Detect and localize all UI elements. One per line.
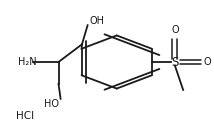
Text: HCl: HCl xyxy=(16,111,34,121)
Text: S: S xyxy=(171,55,178,69)
Text: O: O xyxy=(171,25,179,35)
Text: HO: HO xyxy=(43,99,58,109)
Text: OH: OH xyxy=(90,16,105,26)
Text: H₂N: H₂N xyxy=(18,57,37,67)
Text: O: O xyxy=(204,57,212,67)
